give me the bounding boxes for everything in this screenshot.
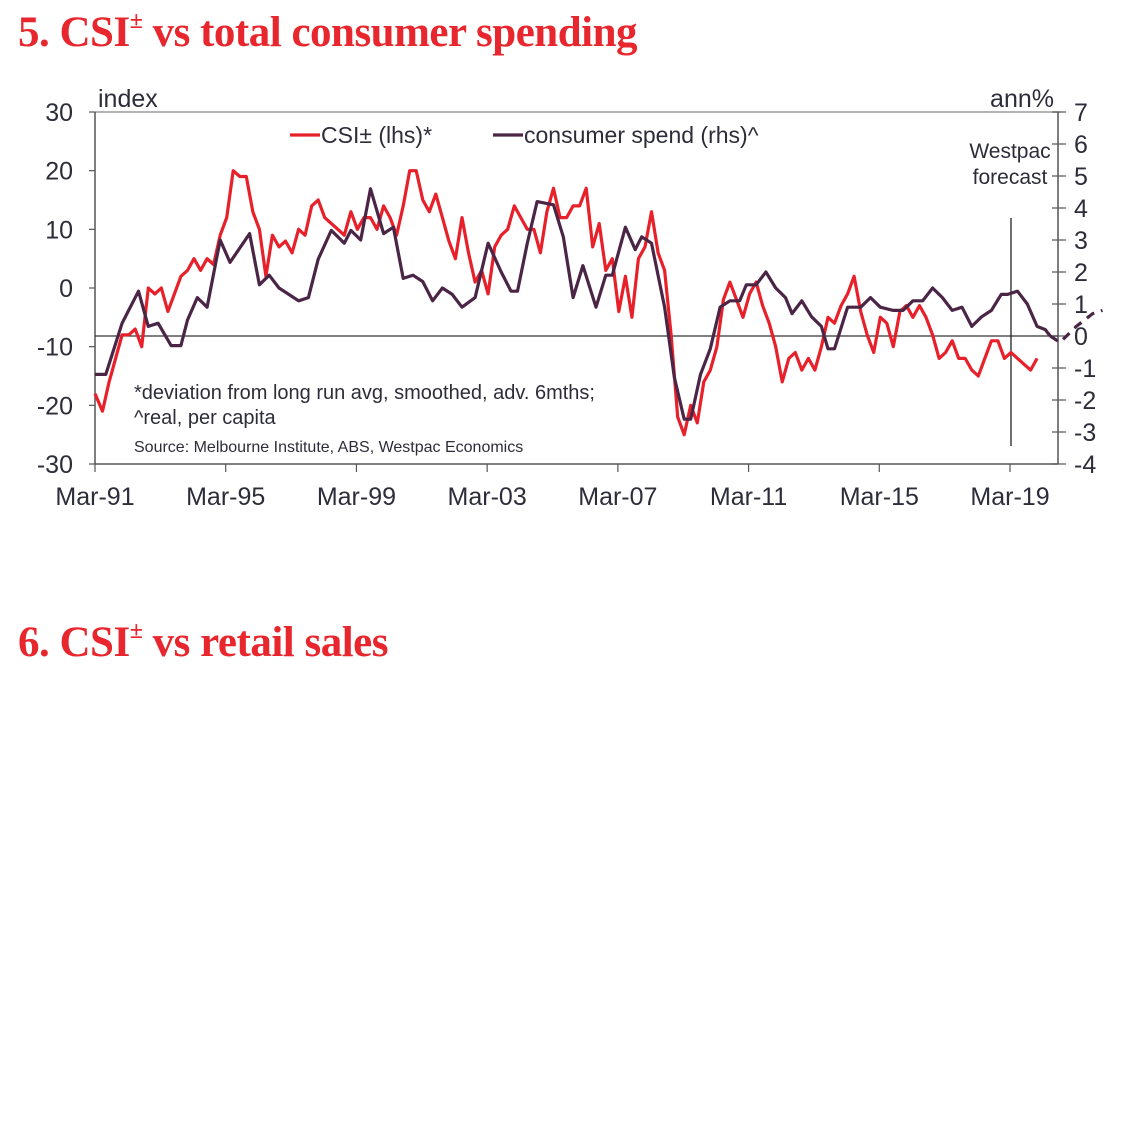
forecast-label: forecast bbox=[973, 166, 1048, 189]
right-tick-label: -2 bbox=[1074, 387, 1096, 415]
right-tick-label: 7 bbox=[1074, 99, 1088, 127]
x-tick-label: Mar-91 bbox=[55, 483, 134, 511]
chart-2-title: 6. CSI± vs retail sales bbox=[18, 618, 388, 666]
left-tick-label: 30 bbox=[45, 99, 73, 127]
right-tick-label: 2 bbox=[1074, 259, 1088, 287]
right-tick-label: 4 bbox=[1074, 195, 1088, 223]
series-line bbox=[95, 187, 1052, 421]
x-tick-label: Mar-03 bbox=[448, 483, 527, 511]
series-line bbox=[93, 169, 1039, 437]
chart-1-title: 5. CSI± vs total consumer spending bbox=[18, 8, 637, 56]
right-tick-label: 3 bbox=[1074, 227, 1088, 255]
left-tick-label: -20 bbox=[37, 392, 73, 420]
footnote: ^real, per capita bbox=[134, 407, 277, 429]
right-axis-label: ann% bbox=[990, 85, 1054, 113]
left-tick-label: -30 bbox=[37, 451, 73, 479]
legend-label: CSI± (lhs)* bbox=[321, 122, 432, 148]
forecast-label: Westpac bbox=[969, 140, 1050, 163]
right-tick-label: 6 bbox=[1074, 131, 1088, 159]
forecast-series-line bbox=[1049, 308, 1103, 344]
left-tick-label: 0 bbox=[59, 275, 73, 303]
left-tick-label: -10 bbox=[37, 334, 73, 362]
x-tick-label: Mar-95 bbox=[186, 483, 265, 511]
footnote: *deviation from long run avg, smoothed, … bbox=[134, 382, 595, 404]
right-tick-label: 1 bbox=[1074, 291, 1088, 319]
left-tick-label: 10 bbox=[45, 216, 73, 244]
source-note: Source: Melbourne Institute, ABS, Westpa… bbox=[134, 439, 523, 456]
right-tick-label: -4 bbox=[1074, 451, 1096, 479]
left-axis-label: index bbox=[98, 85, 158, 113]
right-tick-label: -3 bbox=[1074, 419, 1096, 447]
x-tick-label: Mar-15 bbox=[840, 483, 919, 511]
legend-label: consumer spend (rhs)^ bbox=[524, 122, 759, 148]
left-tick-label: 20 bbox=[45, 158, 73, 186]
right-tick-label: -1 bbox=[1074, 355, 1096, 383]
x-tick-label: Mar-19 bbox=[970, 483, 1049, 511]
x-tick-label: Mar-11 bbox=[710, 483, 787, 511]
x-tick-label: Mar-99 bbox=[317, 483, 396, 511]
right-tick-label: 5 bbox=[1074, 163, 1088, 191]
x-tick-label: Mar-07 bbox=[578, 483, 657, 511]
right-tick-label: 0 bbox=[1074, 323, 1088, 351]
